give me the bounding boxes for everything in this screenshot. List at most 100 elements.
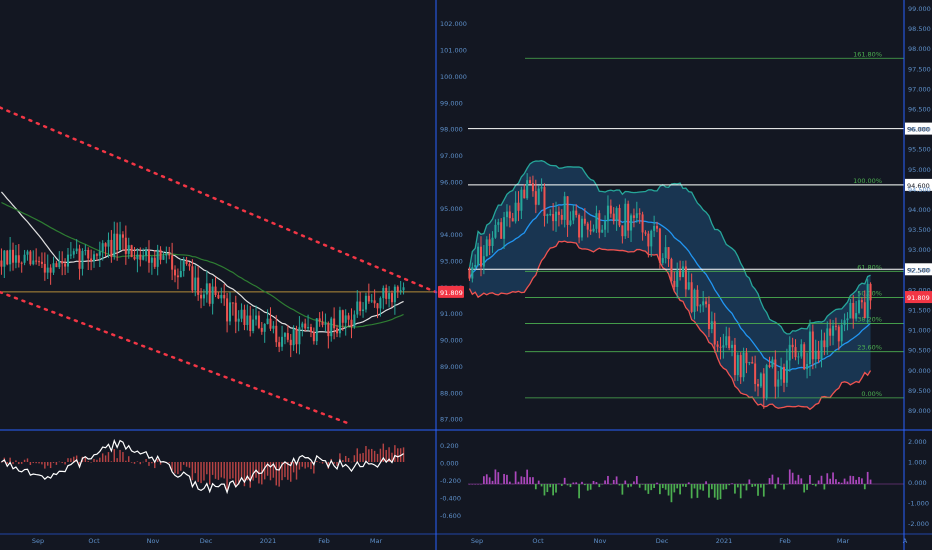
histogram-bar xyxy=(664,484,667,490)
histogram-bar xyxy=(310,462,312,470)
candle-body xyxy=(823,340,826,348)
histogram-bar xyxy=(113,449,115,462)
fib-level-label: 100.00% xyxy=(853,177,882,185)
price-tick-label: 98.000 xyxy=(440,126,463,134)
candle-body xyxy=(471,267,474,279)
price-tick-label: 89.000 xyxy=(440,363,463,371)
candle-body xyxy=(687,282,690,290)
candle-body xyxy=(598,213,601,233)
candle-body xyxy=(650,230,653,247)
histogram-bar xyxy=(385,449,387,462)
candle-body xyxy=(719,346,722,348)
time-tick-label: Feb xyxy=(779,537,791,545)
histogram-bar xyxy=(148,462,150,466)
candle-body xyxy=(243,309,246,325)
right-oscillator-pane xyxy=(468,469,904,503)
candle-body xyxy=(482,256,485,267)
histogram-bar xyxy=(627,484,630,488)
candle-body xyxy=(494,224,497,238)
price-tick-label: 88.000 xyxy=(440,389,463,397)
candle-body xyxy=(382,287,385,299)
time-tick-label: Mar xyxy=(370,537,383,545)
histogram-bar xyxy=(757,484,759,496)
histogram-bar xyxy=(843,478,846,484)
left-price-axis[interactable]: 102.000 101.000 100.000 99.000 98.000 97.000 9… xyxy=(438,20,467,520)
histogram-bar xyxy=(78,462,81,467)
candle-body xyxy=(295,329,298,345)
candle-body xyxy=(133,257,136,260)
candle-body xyxy=(834,325,837,327)
histogram-bar xyxy=(601,484,604,485)
histogram-bar xyxy=(52,462,55,463)
candle-body xyxy=(399,290,402,292)
candle-body xyxy=(275,325,278,343)
candle-body xyxy=(557,211,560,215)
candle-body xyxy=(327,323,330,337)
price-tick-label: 101.000 xyxy=(440,47,467,55)
candle-body xyxy=(269,318,272,329)
right-chart-panel[interactable]: 161.80%100.00%61.80%50.00%38.20%23.60%0.… xyxy=(468,5,932,545)
candle-body xyxy=(814,350,817,360)
candle-body xyxy=(188,263,191,267)
histogram-bar xyxy=(252,462,254,481)
candle-body xyxy=(23,254,26,263)
histogram-bar xyxy=(811,484,814,485)
candle-body xyxy=(658,228,661,263)
candle-body xyxy=(165,253,168,256)
level-tag-label: 96.000 xyxy=(907,126,930,134)
candle-body xyxy=(255,315,258,320)
histogram-bar xyxy=(491,480,494,484)
left-chart-panel[interactable]: 102.000 101.000 100.000 99.000 98.000 97.000 9… xyxy=(0,20,467,545)
candle-body xyxy=(621,225,624,237)
candle-body xyxy=(353,314,356,327)
candle-body xyxy=(849,302,852,319)
histogram-bar xyxy=(214,462,217,479)
candle-body xyxy=(511,218,514,222)
candle-body xyxy=(705,301,708,305)
histogram-bar xyxy=(104,455,107,462)
histogram-bar xyxy=(780,484,782,485)
histogram-bar xyxy=(313,462,315,474)
histogram-bar xyxy=(55,462,58,465)
candle-body xyxy=(806,364,809,370)
histogram-bar xyxy=(209,462,211,485)
price-tick-label: 92.000 xyxy=(908,286,931,294)
candle-body xyxy=(40,261,43,264)
candle-body xyxy=(785,360,788,383)
histogram-bar xyxy=(687,482,690,484)
candle-body xyxy=(139,254,142,260)
histogram-bar xyxy=(607,475,609,484)
candle-body xyxy=(529,180,532,184)
candle-body xyxy=(800,344,803,357)
histogram-bar xyxy=(745,484,748,491)
level-tag xyxy=(905,263,932,276)
right-price-axis[interactable]: 96.000 94.600 92.500 99.000 98.500 98.000 97.5… xyxy=(905,5,932,528)
price-tick-label: 94.500 xyxy=(908,186,931,194)
candle-body xyxy=(20,262,23,264)
candle-body xyxy=(604,221,607,230)
time-tick-label: Oct xyxy=(88,537,100,545)
candle-body xyxy=(338,310,341,334)
histogram-bar xyxy=(814,484,817,487)
candle-body xyxy=(725,336,728,346)
histogram-bar xyxy=(690,484,693,499)
candle-body xyxy=(575,210,578,216)
candle-body xyxy=(176,275,179,278)
time-tick-label: Feb xyxy=(318,537,330,545)
histogram-bar xyxy=(676,484,679,489)
candle-body xyxy=(116,233,119,251)
candle-body xyxy=(537,188,540,205)
oscillator-tick-label: 0.000 xyxy=(908,479,927,487)
candle-body xyxy=(817,350,820,359)
histogram-bar xyxy=(191,462,194,481)
right-time-axis[interactable]: Sep Oct Nov Dec 2021 Feb Mar A xyxy=(471,537,908,545)
histogram-bar xyxy=(362,452,364,462)
histogram-bar xyxy=(0,462,3,463)
candle-body xyxy=(546,214,549,216)
histogram-bar xyxy=(520,476,523,484)
candle-body xyxy=(869,283,872,301)
left-time-axis[interactable]: Sep Oct Nov Dec 2021 Feb Mar xyxy=(32,537,383,545)
histogram-bar xyxy=(558,483,560,485)
histogram-bar xyxy=(394,445,396,462)
candle-body xyxy=(281,336,284,347)
